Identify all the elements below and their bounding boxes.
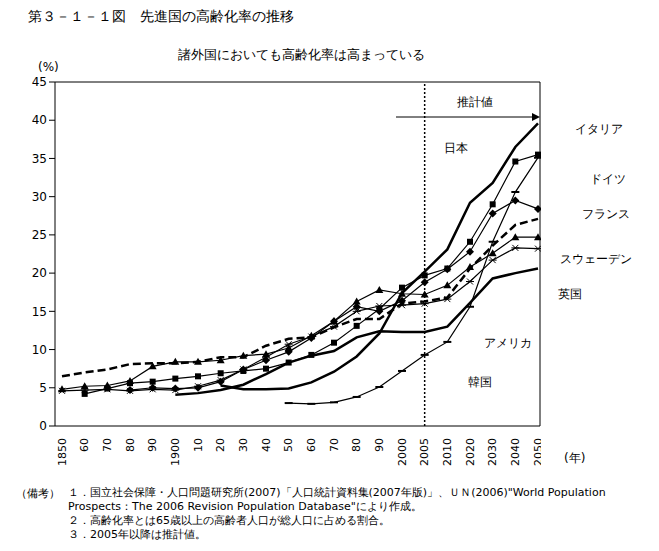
svg-text:1900: 1900: [169, 438, 182, 466]
svg-text:90: 90: [373, 438, 386, 452]
html-text:（備考）: （備考）: [16, 487, 60, 500]
svg-text:45: 45: [32, 75, 47, 89]
svg-text:15: 15: [32, 305, 47, 319]
svg-text:80: 80: [124, 438, 137, 452]
svg-text:70: 70: [101, 438, 114, 452]
svg-text:10: 10: [32, 343, 47, 357]
svg-text:2050: 2050: [532, 438, 542, 466]
html-text:アメリカ: アメリカ: [484, 336, 532, 350]
svg-text:5: 5: [39, 381, 47, 395]
svg-text:70: 70: [328, 438, 341, 452]
svg-text:40: 40: [32, 113, 47, 127]
html-text:１．国立社会保障・人口問題研究所(2007)「人口統計資料集: １．国立社会保障・人口問題研究所(2007)「人口統計資料集(2007年版)」、…: [68, 486, 606, 513]
svg-text:2020: 2020: [464, 438, 477, 466]
svg-text:60: 60: [78, 438, 91, 452]
svg-text:40: 40: [260, 438, 273, 452]
svg-text:80: 80: [350, 438, 363, 452]
html-text:英国: 英国: [558, 287, 582, 301]
svg-text:10: 10: [192, 438, 205, 452]
html-text:諸外国においても高齢化率は高まっている: 諸外国においても高齢化率は高まっている: [178, 47, 425, 62]
svg-text:2005: 2005: [418, 438, 431, 466]
html-text:韓国: 韓国: [468, 375, 492, 389]
svg-text:25: 25: [32, 228, 47, 242]
svg-text:30: 30: [237, 438, 250, 452]
svg-text:20: 20: [32, 266, 47, 280]
svg-text:60: 60: [305, 438, 318, 452]
svg-text:2040: 2040: [509, 438, 522, 466]
html-text:日本: 日本: [444, 141, 468, 155]
html-text:スウェーデン: スウェーデン: [560, 252, 632, 266]
svg-text:35: 35: [32, 152, 47, 166]
html-text:イタリア: イタリア: [575, 122, 623, 136]
svg-text:0: 0: [39, 419, 47, 433]
svg-text:2000: 2000: [396, 438, 409, 466]
html-text:２．高齢化率とは65歳以上の高齢者人口が総人口に占める割合。: ２．高齢化率とは65歳以上の高齢者人口が総人口に占める割合。: [68, 514, 390, 527]
svg-text:50: 50: [282, 438, 295, 452]
svg-text:2030: 2030: [486, 438, 499, 466]
html-text:ドイツ: ドイツ: [590, 172, 626, 186]
svg-text:90: 90: [146, 438, 159, 452]
html-text:フランス: フランス: [582, 207, 630, 221]
svg-text:1850: 1850: [56, 438, 69, 466]
html-text:推計値: 推計値: [457, 95, 493, 109]
svg-text:2010: 2010: [441, 438, 454, 466]
svg-text:30: 30: [32, 190, 47, 204]
html-text:第３－１－１図 先進国の高齢化率の推移: 第３－１－１図 先進国の高齢化率の推移: [28, 8, 294, 24]
svg-text:20: 20: [214, 438, 227, 452]
html-text:(年): (年): [564, 451, 586, 465]
html-text:３．2005年以降は推計値。: ３．2005年以降は推計値。: [68, 528, 206, 541]
